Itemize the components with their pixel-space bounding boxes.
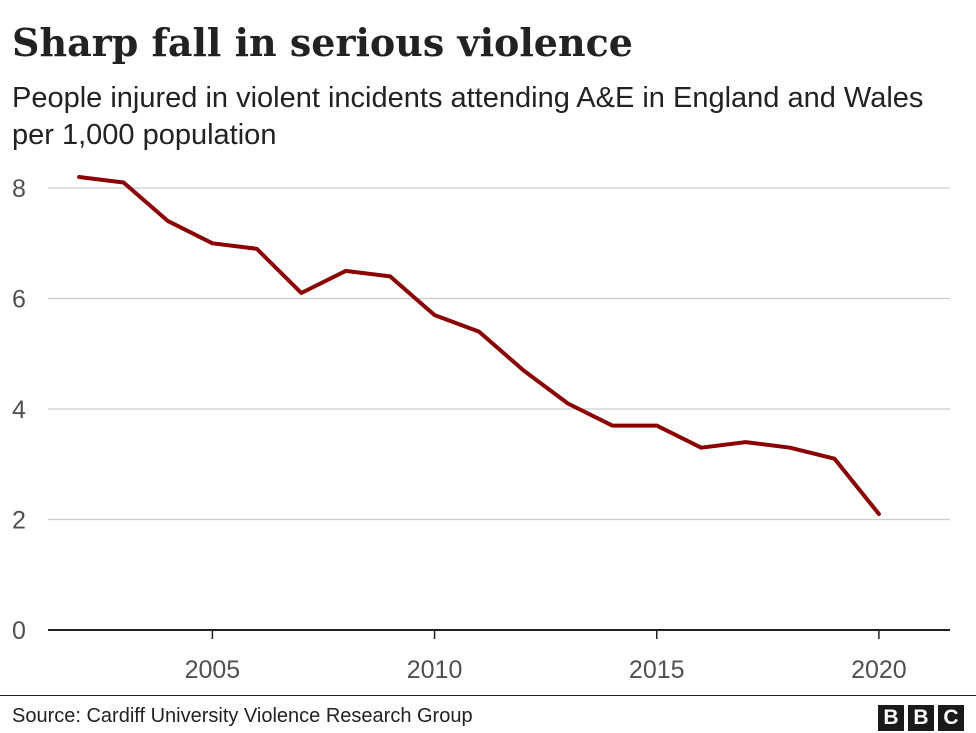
x-axis-ticks: 2005 2010 2015 2020	[185, 630, 907, 684]
x-tick-label-2015: 2015	[629, 656, 685, 684]
y-tick-label-4: 4	[12, 396, 26, 424]
x-tick-label-2005: 2005	[185, 656, 241, 684]
y-axis-ticks: 0 2 4 6 8	[12, 175, 26, 645]
line-chart: 0 2 4 6 8 2005 2010 2015 2020	[0, 0, 976, 690]
series-line-0	[79, 177, 879, 514]
logo-letter-c: C	[938, 705, 964, 731]
logo-letter-b2: B	[908, 705, 934, 731]
y-tick-label-0: 0	[12, 617, 26, 645]
x-tick-label-2020: 2020	[851, 656, 907, 684]
y-tick-label-2: 2	[12, 507, 26, 535]
source-note: Source: Cardiff University Violence Rese…	[12, 705, 473, 728]
logo-letter-b1: B	[878, 705, 904, 731]
bbc-logo: B B C	[878, 705, 964, 731]
x-tick-label-2010: 2010	[407, 656, 463, 684]
y-tick-label-6: 6	[12, 286, 26, 314]
gridlines	[48, 188, 950, 630]
series-group	[79, 177, 879, 514]
y-tick-label-8: 8	[12, 175, 26, 203]
footer: Source: Cardiff University Violence Rese…	[0, 695, 976, 733]
